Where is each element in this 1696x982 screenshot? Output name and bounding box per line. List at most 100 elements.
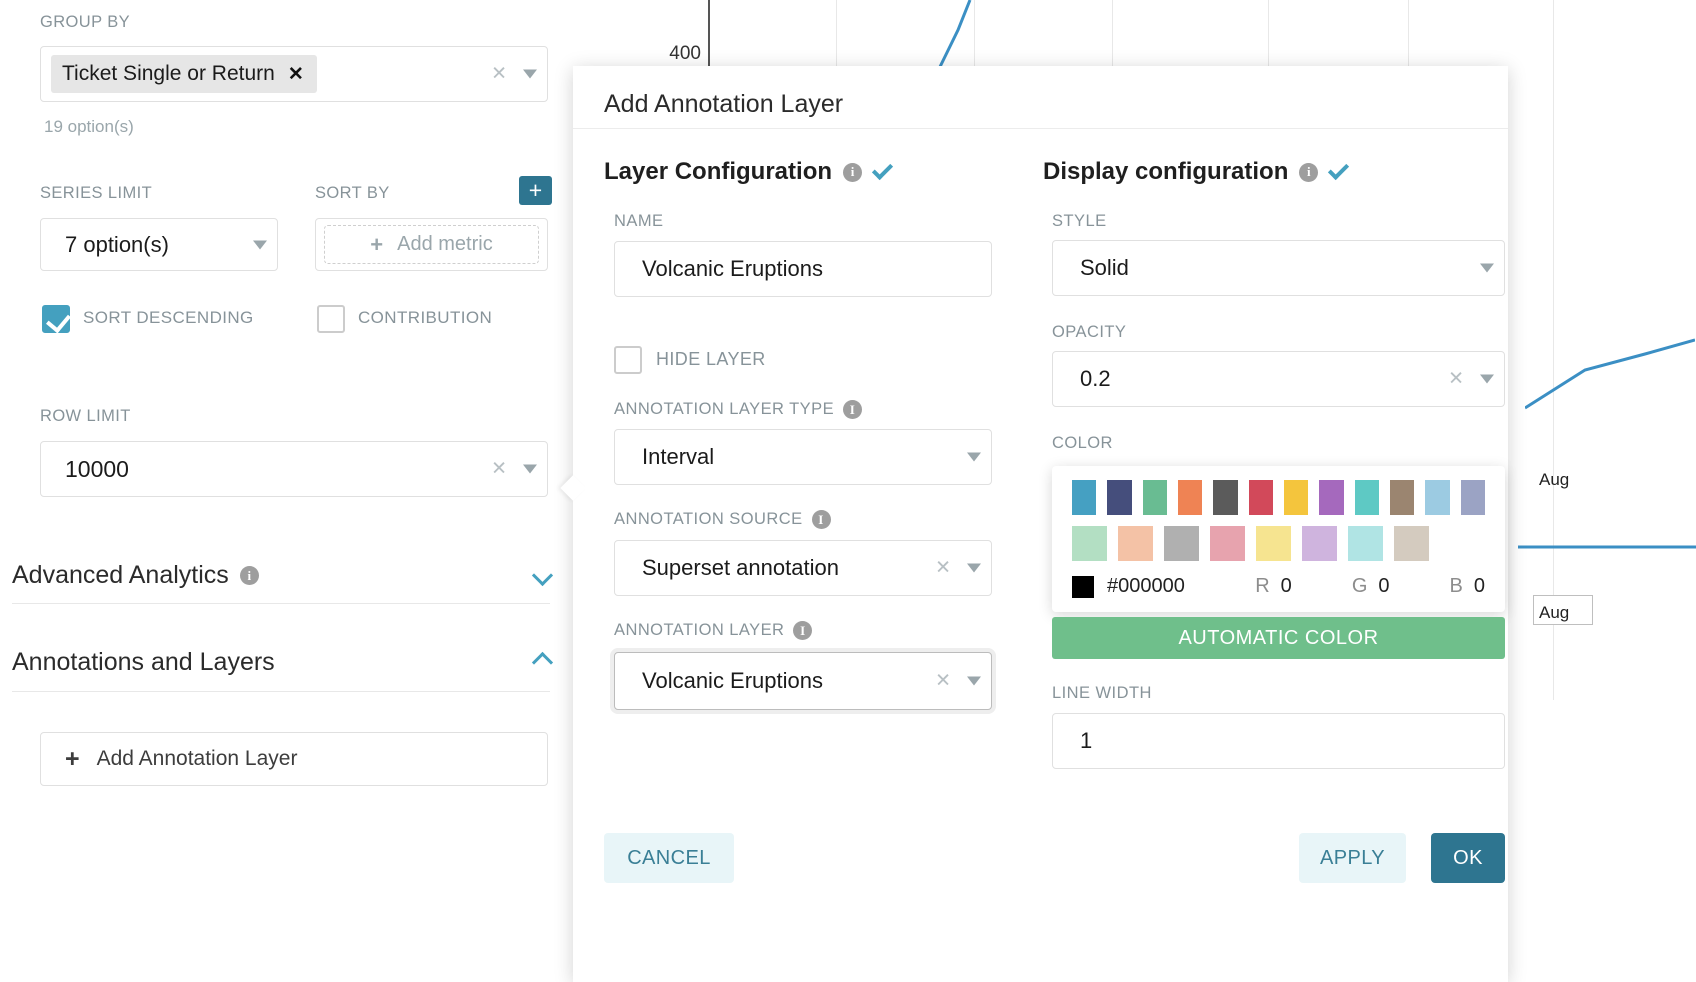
chevron-down-icon[interactable] (967, 676, 981, 686)
name-label: NAME (614, 212, 664, 230)
annotation-source-label: ANNOTATION SOURCE i (614, 510, 831, 529)
annotation-layer-type-label: ANNOTATION LAYER TYPE i (614, 400, 863, 419)
chevron-down-icon[interactable] (967, 452, 981, 462)
group-by-options-hint: 19 option(s) (44, 117, 134, 136)
chevron-down-icon[interactable] (523, 464, 537, 474)
add-metric-button[interactable]: + Add metric (324, 225, 539, 264)
checkbox-contribution[interactable] (317, 305, 345, 333)
clear-icon[interactable]: ✕ (935, 557, 951, 579)
annotation-source-value: Superset annotation (642, 555, 839, 580)
gridline-vertical (1553, 0, 1554, 700)
contribution-label: CONTRIBUTION (358, 308, 493, 327)
color-swatch[interactable] (1460, 480, 1485, 515)
section-title: Annotations and Layers (12, 648, 275, 676)
color-swatch[interactable] (1354, 480, 1379, 515)
group-by-chip[interactable]: Ticket Single or Return ✕ (51, 55, 317, 93)
chevron-down-icon[interactable] (1480, 263, 1494, 273)
clear-icon[interactable]: ✕ (491, 63, 507, 85)
info-icon[interactable]: i (843, 400, 863, 419)
add-annotation-layer-modal: Add Annotation Layer Layer Configuration… (560, 66, 1508, 982)
valid-check-icon (1328, 158, 1350, 181)
color-r-label: R (1255, 575, 1270, 597)
info-icon[interactable]: i (1299, 162, 1319, 182)
color-swatch[interactable] (1142, 480, 1167, 515)
annotation-layer-type-label-text: ANNOTATION LAYER TYPE (614, 400, 835, 418)
info-icon[interactable]: i (811, 510, 831, 529)
color-swatch[interactable] (1394, 526, 1429, 561)
color-swatch[interactable] (1107, 480, 1132, 515)
cancel-label: CANCEL (627, 846, 711, 869)
sort-descending-checkbox-row[interactable]: SORT DESCENDING (42, 305, 282, 333)
group-by-label: GROUP BY (40, 13, 131, 31)
chevron-up-icon[interactable] (531, 651, 554, 674)
color-swatch[interactable] (1283, 480, 1309, 515)
chevron-down-icon[interactable] (523, 69, 537, 79)
annotation-layer-label: ANNOTATION LAYER i (614, 621, 813, 640)
apply-label: APPLY (1320, 846, 1385, 869)
group-by-select[interactable]: Ticket Single or Return ✕ ✕ (40, 46, 548, 102)
line-width-input[interactable]: 1 (1052, 713, 1505, 769)
palette-row-pastel[interactable] (1052, 526, 1505, 572)
add-sort-by-button[interactable]: + (519, 176, 552, 205)
color-swatch[interactable] (1118, 526, 1153, 561)
color-swatch[interactable] (1164, 526, 1199, 561)
opacity-select[interactable]: 0.2 ✕ (1052, 351, 1505, 407)
info-icon[interactable]: i (843, 162, 863, 182)
cancel-button[interactable]: CANCEL (604, 833, 734, 883)
contribution-checkbox-row[interactable]: CONTRIBUTION (317, 305, 492, 333)
automatic-color-button[interactable]: AUTOMATIC COLOR (1052, 617, 1505, 659)
color-r-value[interactable]: 0 (1280, 575, 1292, 597)
chevron-down-icon[interactable] (531, 564, 554, 587)
section-annotations-and-layers[interactable]: Annotations and Layers (12, 648, 554, 677)
checkbox-hide-layer[interactable] (614, 346, 642, 374)
color-swatch[interactable] (1177, 480, 1203, 515)
series-limit-label: SERIES LIMIT (40, 184, 153, 202)
clear-icon[interactable]: ✕ (491, 458, 507, 480)
color-picker-popover[interactable]: #000000 R 0 G 0 B 0 (1052, 466, 1505, 612)
ok-button[interactable]: OK (1431, 833, 1505, 883)
color-swatch[interactable] (1348, 526, 1383, 561)
name-input[interactable]: Volcanic Eruptions (614, 241, 992, 297)
checkbox-sort-descending[interactable] (42, 305, 70, 333)
row-limit-label: ROW LIMIT (40, 407, 131, 425)
series-limit-value: 7 option(s) (65, 231, 169, 257)
info-icon[interactable]: i (793, 621, 813, 640)
color-swatch[interactable] (1248, 480, 1273, 515)
color-swatch[interactable] (1213, 480, 1238, 515)
line-width-value: 1 (1080, 728, 1093, 753)
row-limit-select[interactable]: 10000 ✕ (40, 441, 548, 497)
section-advanced-analytics[interactable]: Advanced Analytics i (12, 561, 554, 590)
color-swatch[interactable] (1072, 526, 1107, 561)
series-limit-select[interactable]: 7 option(s) (40, 218, 278, 271)
hide-layer-checkbox-row[interactable]: HIDE LAYER (614, 346, 766, 374)
add-annotation-layer-button[interactable]: + Add Annotation Layer (40, 732, 548, 786)
color-swatch[interactable] (1425, 480, 1450, 515)
chevron-down-icon[interactable] (967, 563, 981, 573)
color-g-value[interactable]: 0 (1378, 575, 1390, 597)
style-select[interactable]: Solid (1052, 240, 1505, 296)
chevron-down-icon[interactable] (253, 240, 267, 249)
close-icon[interactable]: ✕ (287, 63, 304, 85)
clear-icon[interactable]: ✕ (1448, 368, 1464, 390)
chevron-down-icon[interactable] (1480, 374, 1494, 384)
clear-icon[interactable]: ✕ (935, 670, 951, 692)
color-swatch[interactable] (1256, 526, 1291, 561)
annotation-layer-type-select[interactable]: Interval (614, 429, 992, 485)
palette-row-primary[interactable] (1052, 480, 1505, 526)
color-swatch[interactable] (1302, 526, 1337, 561)
color-swatch[interactable] (1072, 480, 1097, 515)
y-axis-tick-label: 400 (669, 43, 701, 64)
sort-by-control[interactable]: + Add metric (315, 218, 548, 271)
hide-layer-label: HIDE LAYER (656, 349, 766, 370)
color-b-value[interactable]: 0 (1473, 575, 1485, 597)
color-swatch[interactable] (1389, 480, 1415, 515)
annotation-source-select[interactable]: Superset annotation ✕ (614, 540, 992, 596)
color-swatch[interactable] (1210, 526, 1245, 561)
chart-line-series-right (1518, 545, 1696, 549)
annotation-layer-select[interactable]: Volcanic Eruptions ✕ (614, 652, 992, 710)
info-icon[interactable]: i (239, 566, 259, 585)
color-swatch[interactable] (1319, 480, 1344, 515)
color-hex-value[interactable]: #000000 (1107, 575, 1185, 597)
color-b-label: B (1449, 575, 1463, 597)
apply-button[interactable]: APPLY (1299, 833, 1406, 883)
